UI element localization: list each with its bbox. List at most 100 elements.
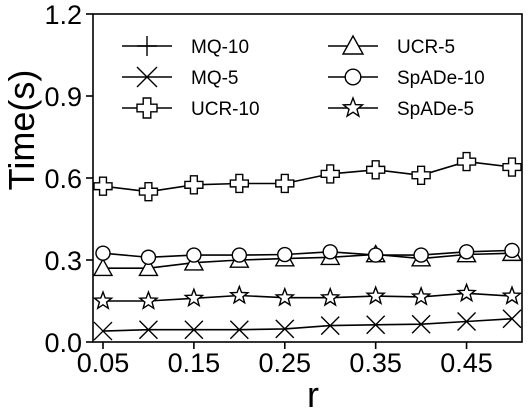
legend-label-mq-10: MQ-10 <box>191 37 249 58</box>
legend-item-spade-10: SpADe-10 <box>328 68 485 89</box>
marker-cross-shape <box>411 165 431 185</box>
data-point-spade-10 <box>186 247 202 263</box>
data-point-ucr-5 <box>138 257 159 277</box>
marker-circle-shape <box>344 68 362 86</box>
series-spade-10 <box>95 242 520 265</box>
data-point-ucr-10 <box>320 164 340 184</box>
marker-star-shape <box>501 285 523 305</box>
series-line-mq-5 <box>102 318 513 332</box>
marker-star-shape <box>365 285 387 305</box>
marker-star-shape <box>137 290 159 310</box>
series-spade-5 <box>92 282 523 310</box>
marker-circle-shape <box>277 246 293 263</box>
marker-x-stroke <box>275 319 295 339</box>
data-point-ucr-10 <box>365 160 386 180</box>
marker-triangle-shape <box>341 34 365 55</box>
legend-label-ucr-10: UCR-10 <box>191 99 260 120</box>
x-tick-label: 0.25 <box>258 348 311 378</box>
series-ucr-5 <box>92 242 523 277</box>
marker-circle-shape <box>322 244 338 260</box>
marker-star-shape <box>341 96 365 118</box>
y-tick-label: 0.0 <box>44 328 82 358</box>
axes: 0.0 0.3 0.6 0.9 1.2 0.05 0.15 0.25 0.35 0.45 <box>44 0 523 378</box>
legend: MQ-10 MQ-5 UCR-10 UCR-5 SpADe-10 SpADe-5 <box>122 34 485 120</box>
data-point-mq-5 <box>184 320 204 340</box>
data-point-spade-5 <box>365 285 387 305</box>
data-point-mq-5 <box>320 316 340 336</box>
data-point-mq-5 <box>366 315 386 335</box>
legend-label-spade-5: SpADe-5 <box>397 99 474 120</box>
data-point-spade-5 <box>92 290 114 310</box>
data-point-spade-10 <box>367 247 384 263</box>
marker-x-stroke <box>136 66 158 88</box>
data-point-mq-5 <box>457 312 477 331</box>
data-point-ucr-10 <box>502 157 522 177</box>
marker-cross-shape <box>502 157 522 177</box>
series-ucr-10 <box>93 151 522 202</box>
marker-triangle-shape <box>92 257 114 277</box>
marker-x-stroke <box>138 320 158 340</box>
legend-label-spade-10: SpADe-10 <box>397 68 485 89</box>
data-point-ucr-5 <box>92 257 114 277</box>
y-tick-label: 0.6 <box>44 164 82 194</box>
data-point-ucr-10 <box>184 175 204 195</box>
x-tick-label: 0.15 <box>168 348 221 378</box>
marker-x-stroke <box>93 321 113 341</box>
data-point-spade-5 <box>501 285 523 305</box>
marker-cross-shape <box>320 164 340 184</box>
x-tick-label: 0.05 <box>77 348 130 378</box>
legend-marker-ucr-5 <box>341 34 365 55</box>
x-tick-label: 0.35 <box>349 348 402 378</box>
data-point-spade-10 <box>140 249 157 265</box>
marker-circle-shape <box>458 244 475 260</box>
marker-cross-shape <box>136 97 158 119</box>
marker-star-shape <box>456 282 478 303</box>
legend-label-ucr-5: UCR-5 <box>397 37 455 58</box>
data-point-ucr-10 <box>411 165 431 185</box>
data-point-mq-5 <box>229 320 249 340</box>
legend-marker-mq-5 <box>136 66 158 88</box>
data-point-spade-10 <box>277 246 293 263</box>
data-point-mq-5 <box>138 320 158 340</box>
data-point-ucr-10 <box>456 151 477 172</box>
x-tick-label: 0.45 <box>440 348 493 378</box>
y-axis-title: Time(s) <box>1 70 42 191</box>
marker-x-stroke <box>366 315 386 335</box>
data-point-mq-5 <box>93 321 113 341</box>
data-point-mq-5 <box>275 319 295 339</box>
legend-item-ucr-5: UCR-5 <box>328 34 455 58</box>
data-point-spade-5 <box>410 285 432 306</box>
marker-star-shape <box>183 287 205 308</box>
series-line-ucr-5 <box>103 252 513 270</box>
legend-marker-spade-10 <box>344 68 362 86</box>
data-point-spade-5 <box>183 287 205 308</box>
data-point-spade-10 <box>504 242 520 259</box>
data-point-spade-10 <box>322 244 338 260</box>
marker-cross-shape <box>365 160 386 180</box>
marker-triangle-shape <box>138 257 159 277</box>
series-layer <box>92 151 523 341</box>
marker-x-stroke <box>457 312 477 331</box>
marker-circle-shape <box>140 249 157 265</box>
data-point-spade-10 <box>413 247 429 263</box>
legend-marker-mq-10 <box>137 36 157 56</box>
series-line-ucr-10 <box>102 160 513 193</box>
marker-circle-shape <box>95 245 111 261</box>
marker-cross-shape <box>456 151 477 172</box>
series-line-spade-10 <box>102 249 513 259</box>
marker-cross-shape <box>138 181 159 202</box>
data-point-spade-5 <box>137 290 159 310</box>
legend-marker-spade-5 <box>341 96 365 118</box>
marker-x-stroke <box>320 316 340 336</box>
y-tick-label: 0.3 <box>44 246 82 276</box>
marker-star-shape <box>228 284 250 305</box>
data-point-mq-5 <box>502 309 522 329</box>
marker-circle-shape <box>367 247 384 263</box>
marker-circle-shape <box>231 247 248 263</box>
marker-x-stroke <box>502 309 522 329</box>
marker-circle-shape <box>186 247 202 263</box>
data-point-ucr-10 <box>229 173 250 194</box>
data-point-spade-5 <box>456 282 478 303</box>
x-axis-title: r <box>307 374 319 412</box>
data-point-spade-10 <box>458 244 475 260</box>
